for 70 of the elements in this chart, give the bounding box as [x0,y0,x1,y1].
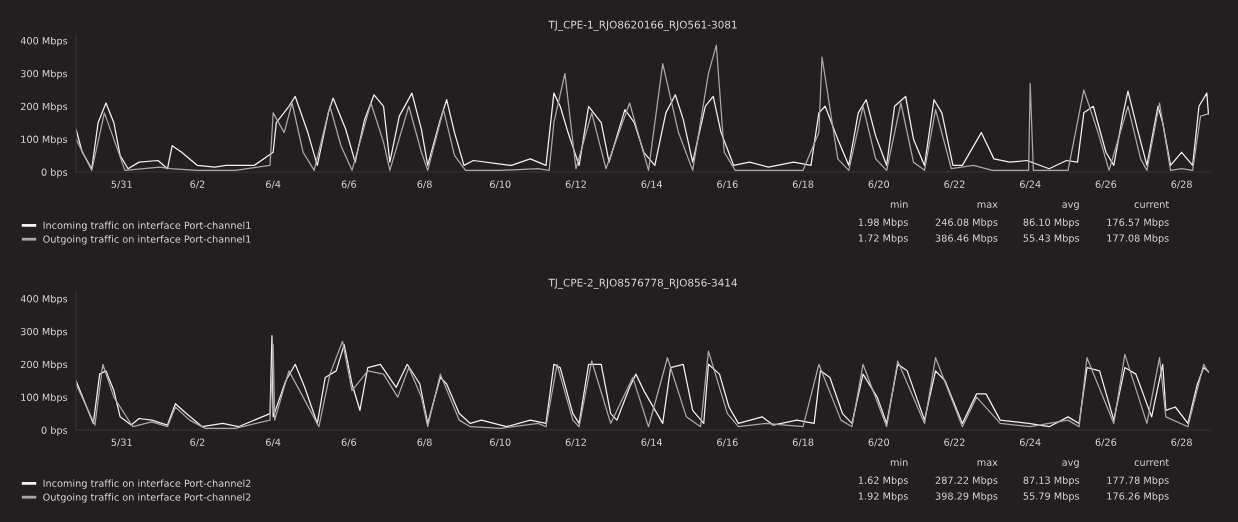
y-tick-label: 200 Mbps [20,360,68,370]
chart-title: TJ_CPE-2_RJO8576778_RJO856-3414 [548,278,737,289]
y-tick-label: 300 Mbps [20,327,68,338]
text: 1.98 Mbps [858,218,908,228]
x-tick-label: 6/6 [341,438,357,447]
x-tick-label: 5/31 [111,438,132,447]
x-tick-label: 6/26 [1095,438,1117,447]
x-tick-label: 6/20 [868,180,890,189]
x-tick-label: 6/22 [944,180,965,189]
text: min [890,458,908,466]
x-tick-label: 6/8 [417,180,432,189]
text: 1.92 Mbps [858,492,908,502]
x-tick-label: 6/28 [1171,180,1192,189]
x-tick-label: 6/22 [944,438,965,447]
text: 1.62 Mbps [858,476,908,486]
text: 176.26 Mbps [1107,492,1169,502]
x-tick-label: 6/26 [1095,180,1117,189]
text: current [1134,458,1169,466]
text: 176.57 Mbps [1107,218,1169,228]
legend-label: Incoming traffic on interface Port-channel2 [43,479,251,489]
x-tick-label: 6/16 [717,438,738,447]
legend-label: Outgoing traffic on interface Port-channel1 [43,235,251,245]
text: 287.22 Mbps [935,476,998,486]
text: 386.46 Mbps [935,234,998,244]
x-tick-label: 6/16 [717,180,738,189]
y-tick-label: 400 Mbps [20,36,68,47]
x-tick-label: 6/12 [565,438,586,447]
y-tick-label: 100 Mbps [21,393,68,403]
x-tick-label: 6/18 [792,180,814,189]
x-tick-label: 6/14 [641,438,663,447]
text: 86.10 Mbps [1023,218,1080,228]
x-tick-label: 5/31 [111,180,132,189]
y-tick-label: 300 Mbps [20,69,68,80]
x-tick-label: 6/24 [1019,438,1041,447]
x-tick-label: 6/28 [1171,438,1192,447]
text: 87.13 Mbps [1023,476,1080,486]
text: 398.29 Mbps [935,492,998,502]
text: 55.43 Mbps [1023,234,1080,244]
legend-label: Incoming traffic on interface Port-channel1 [43,221,251,231]
x-tick-label: 6/12 [565,180,586,189]
text: 246.08 Mbps [935,218,998,228]
x-tick-label: 6/14 [641,180,663,189]
text: current [1134,200,1169,208]
text: avg [1062,460,1079,468]
text: 177.78 Mbps [1107,476,1169,486]
chart-title: TJ_CPE-1_RJO8620166_RJO561-3081 [548,20,737,31]
x-tick-label: 6/8 [417,438,432,447]
y-tick-label: 100 Mbps [21,135,68,145]
y-tick-label: 0 bps [41,168,68,178]
x-tick-label: 6/2 [190,438,205,447]
text: 55.79 Mbps [1023,492,1080,502]
x-tick-label: 6/4 [266,438,281,447]
legend-label: Outgoing traffic on interface Port-channel2 [43,493,251,503]
x-tick-label: 6/2 [190,180,205,189]
x-tick-label: 6/6 [341,180,357,189]
y-tick-label: 0 bps [41,426,68,436]
x-tick-label: 6/4 [266,180,281,189]
y-tick-label: 400 Mbps [20,294,68,305]
y-tick-label: 200 Mbps [20,102,68,112]
x-tick-label: 6/10 [490,438,511,447]
x-tick-label: 6/20 [868,438,890,447]
text: max [977,460,998,466]
x-tick-label: 6/18 [792,438,814,447]
text: 1.72 Mbps [858,234,908,244]
text: avg [1062,202,1079,210]
x-tick-label: 6/10 [490,180,511,189]
text: min [890,200,908,208]
text: max [977,202,998,208]
text: 177.08 Mbps [1107,234,1169,244]
x-tick-label: 6/24 [1019,180,1041,189]
